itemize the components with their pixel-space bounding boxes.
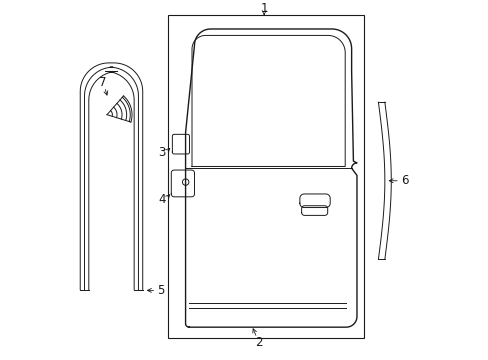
- Text: 2: 2: [255, 336, 262, 349]
- Text: 5: 5: [157, 284, 164, 297]
- Text: 7: 7: [99, 76, 106, 89]
- Text: 4: 4: [158, 193, 165, 206]
- Bar: [167, 15, 364, 338]
- Text: 3: 3: [158, 147, 165, 159]
- Text: 6: 6: [400, 174, 407, 187]
- Text: 1: 1: [260, 2, 267, 15]
